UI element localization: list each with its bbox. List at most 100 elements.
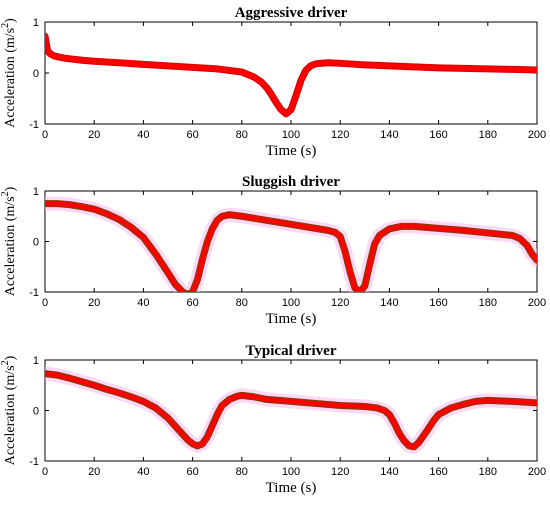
data-point: [436, 65, 442, 71]
y-axis-label: Acceleration (m/s2): [0, 355, 18, 465]
x-tick-label: 20: [88, 466, 100, 478]
x-tick-label: 160: [429, 297, 447, 309]
data-point: [62, 55, 68, 61]
data-point: [303, 67, 309, 74]
data-point: [325, 60, 331, 66]
data-point: [406, 443, 412, 449]
data-point: [177, 429, 183, 435]
data-point: [67, 202, 73, 208]
data-point: [381, 407, 388, 414]
x-tick-label: 0: [42, 129, 48, 141]
y-tick-label: 0: [33, 237, 39, 249]
x-tick-label: 160: [429, 466, 447, 478]
y-tick-label: -1: [29, 456, 39, 468]
y-axis-label-text: Acceleration (m/s: [3, 196, 18, 296]
data-point: [214, 217, 220, 223]
data-point: [485, 397, 491, 403]
x-tick-label: 180: [479, 466, 497, 478]
data-point: [431, 418, 437, 424]
data-point: [214, 411, 220, 418]
data-point: [52, 53, 58, 59]
data-point: [509, 232, 515, 239]
y-tick-label: 1: [33, 355, 39, 367]
data-point: [226, 396, 233, 402]
data-point: [103, 211, 110, 217]
data-point: [45, 201, 48, 207]
data-point: [391, 420, 397, 426]
data-point: [116, 216, 122, 222]
data-point: [268, 91, 274, 98]
data-point: [460, 227, 466, 233]
plot-frame: [44, 190, 538, 293]
data-point: [386, 63, 392, 69]
x-tick-label: 200: [528, 466, 546, 478]
data-point: [219, 402, 225, 409]
data-point: [376, 232, 383, 239]
data-point: [153, 251, 159, 257]
chart-title: Aggressive driver: [235, 5, 348, 21]
data-point: [399, 223, 405, 229]
data-point: [362, 62, 368, 68]
data-point: [234, 393, 240, 399]
data-point: [194, 443, 201, 449]
data-point: [204, 434, 210, 440]
data-point: [423, 429, 429, 435]
data-point: [352, 285, 358, 291]
data-point: [337, 233, 343, 240]
x-tick-label: 60: [186, 466, 198, 478]
x-tick-label: 140: [380, 466, 398, 478]
x-tick-label: 20: [88, 129, 100, 141]
x-tick-label: 100: [282, 466, 300, 478]
data-point: [258, 79, 265, 85]
data-point: [347, 269, 353, 275]
x-tick-label: 160: [429, 129, 447, 141]
data-point: [337, 402, 343, 409]
y-axis-label-close: ): [3, 355, 18, 360]
y-tick-label: -1: [29, 119, 39, 131]
data-point: [460, 65, 466, 72]
data-point: [332, 229, 338, 236]
data-point: [263, 396, 269, 402]
y-axis-label: Acceleration (m/s2): [0, 18, 18, 128]
data-point: [313, 61, 319, 67]
series-line: [45, 201, 537, 292]
x-tick-label: 80: [236, 129, 248, 141]
data-point: [91, 382, 97, 388]
data-point: [190, 289, 196, 292]
series-band: [45, 366, 537, 454]
data-point: [337, 60, 343, 66]
data-point: [165, 63, 171, 69]
data-point: [524, 242, 530, 249]
y-axis-label-text: Acceleration (m/s: [3, 28, 18, 128]
data-point: [534, 400, 537, 406]
x-tick-label: 80: [236, 297, 248, 309]
data-point: [91, 58, 97, 64]
data-point: [54, 372, 60, 378]
data-point: [509, 398, 515, 405]
data-point: [54, 201, 60, 207]
x-tick-label: 60: [186, 297, 198, 309]
data-point: [362, 403, 368, 410]
y-axis-label-text: Acceleration (m/s: [3, 365, 18, 465]
data-point: [460, 401, 466, 408]
data-point: [534, 257, 537, 263]
x-tick-label: 20: [88, 297, 100, 309]
chart-title: Typical driver: [246, 343, 337, 359]
x-tick-label: 120: [331, 466, 349, 478]
data-point: [293, 93, 299, 99]
data-point: [298, 78, 304, 84]
data-point: [199, 441, 206, 447]
data-point: [165, 270, 171, 276]
x-tick-label: 200: [528, 129, 546, 141]
data-point: [209, 423, 215, 429]
y-tick-label: -1: [29, 287, 39, 299]
data-point: [239, 392, 245, 398]
data-point: [313, 400, 319, 407]
y-axis-label-close: ): [3, 18, 18, 23]
data-point: [185, 437, 191, 443]
data-point: [283, 111, 289, 117]
data-point: [325, 227, 331, 233]
data-point: [214, 66, 220, 72]
